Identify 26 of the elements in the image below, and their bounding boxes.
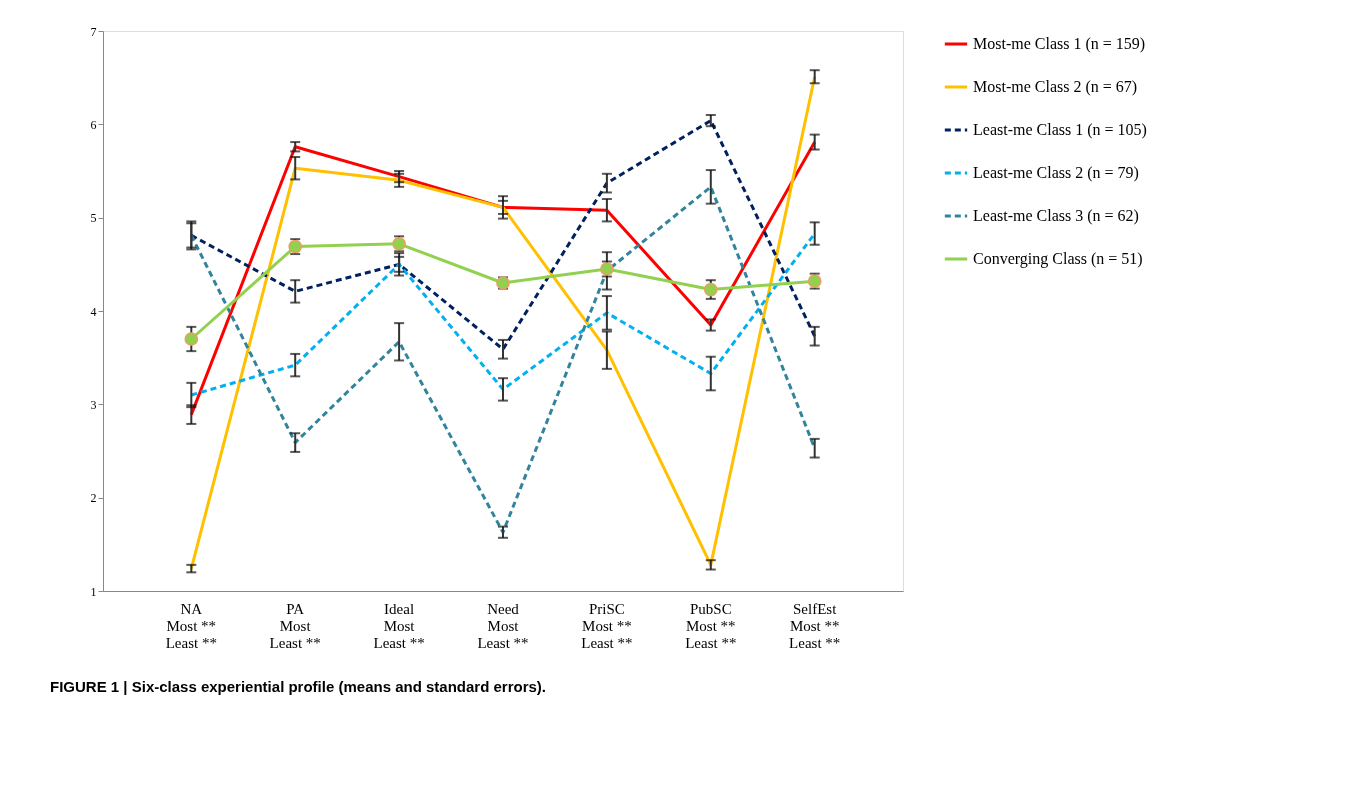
y-tick-label: 5 xyxy=(90,211,97,226)
legend-label: Most-me Class 2 (n = 67) xyxy=(973,78,1138,96)
line-series xyxy=(189,232,817,397)
y-tick-label: 6 xyxy=(90,117,97,132)
x-tick-label: Need Most Least ** xyxy=(477,600,529,651)
y-tick-label: 3 xyxy=(90,397,97,412)
point xyxy=(184,332,199,346)
line-series xyxy=(189,119,817,351)
x-tick-label: SelfEst Most ** Least ** xyxy=(789,600,841,651)
legend-label: Least-me Class 3 (n = 62) xyxy=(973,207,1139,225)
legend-label: Most-me Class 1 (n = 159) xyxy=(973,35,1146,53)
line-series xyxy=(189,75,817,571)
y-tick-label: 7 xyxy=(90,24,97,39)
legend-label: Least-me Class 1 (n = 105) xyxy=(973,121,1147,139)
x-tick-label: NA Most ** Least ** xyxy=(165,600,217,651)
y-tick-label: 2 xyxy=(90,491,97,506)
y-tick-label: 1 xyxy=(90,584,97,599)
text: FIGURE 1 | Six-class experiential profile (means and standard errors). xyxy=(50,678,547,695)
y-tick-label: 4 xyxy=(90,304,97,319)
x-tick-label: PriSC Most ** Least ** xyxy=(581,600,633,651)
x-tick-label: Ideal Most Least ** xyxy=(373,600,425,651)
legend-label: Converging Class (n = 51) xyxy=(973,250,1143,268)
x-tick-label: PubSC Most ** Least ** xyxy=(685,600,737,651)
legend-label: Least-me Class 2 (n = 79) xyxy=(973,164,1139,182)
x-tick-label: PA Most Least ** xyxy=(269,600,321,651)
line-series xyxy=(189,185,817,534)
